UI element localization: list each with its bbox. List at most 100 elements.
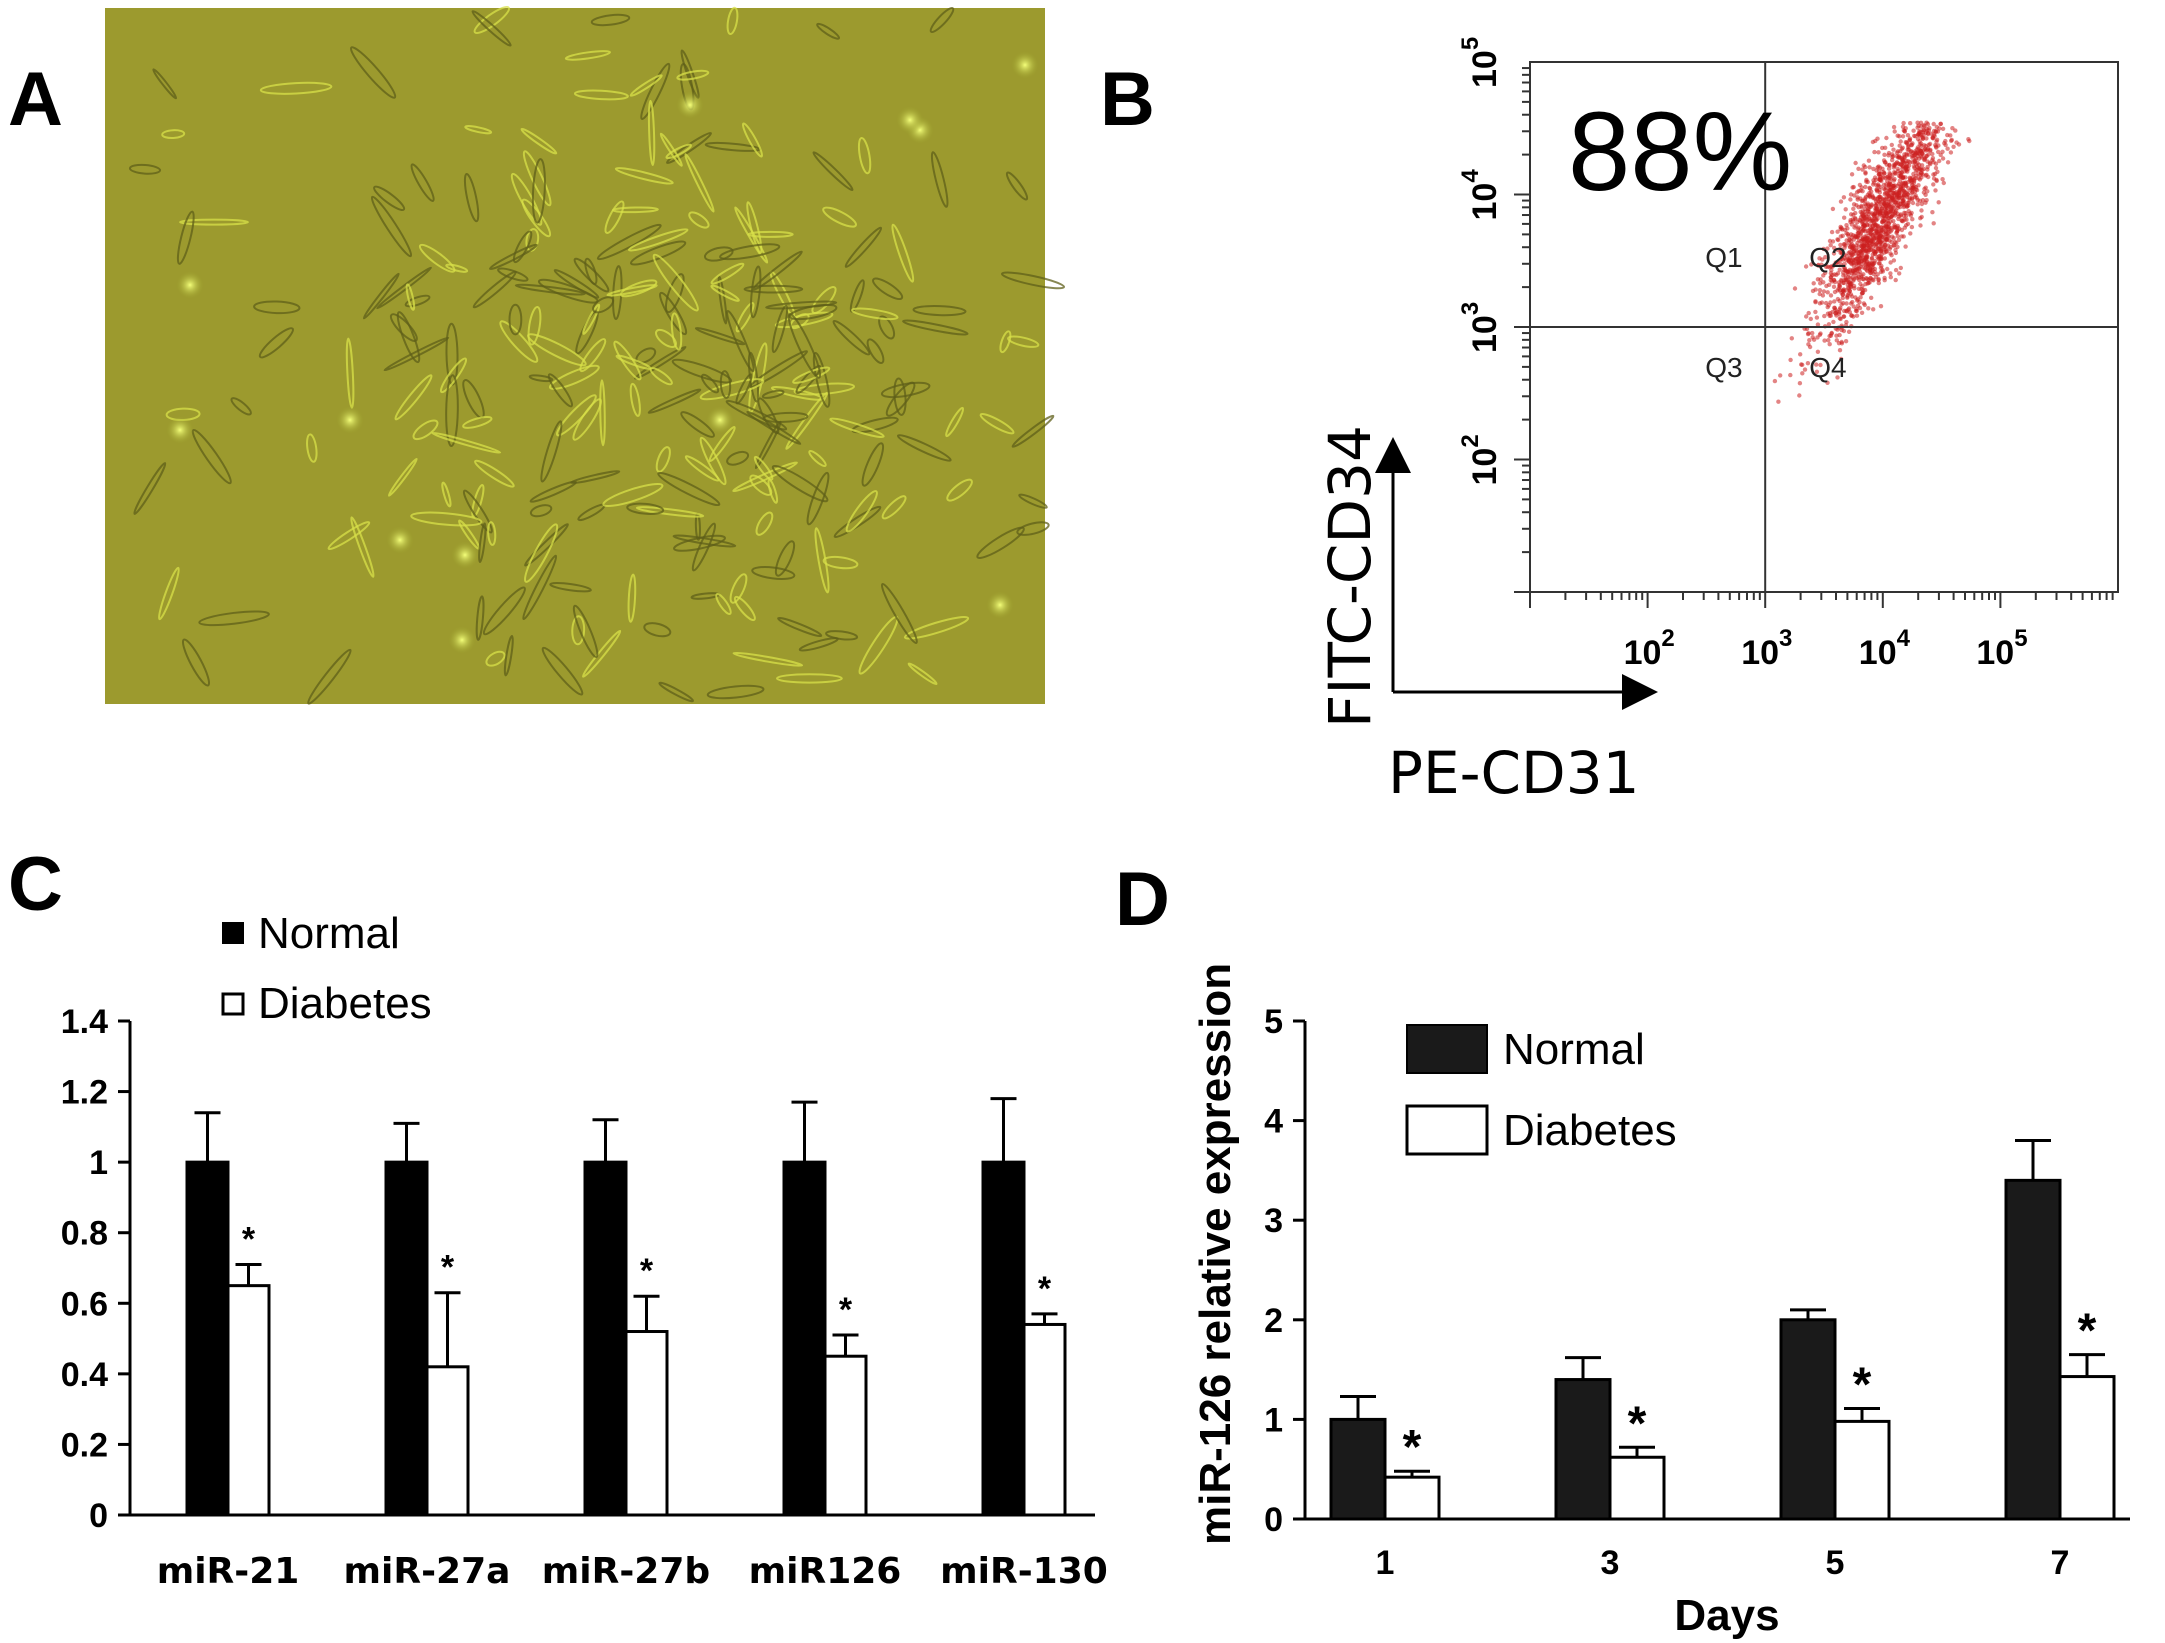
y-tick-label: 102: [1457, 434, 1504, 485]
scatter-point: [1897, 143, 1902, 148]
y-tick-label: 103: [1457, 302, 1504, 353]
scatter-point: [1852, 193, 1857, 198]
scatter-point: [1828, 300, 1833, 305]
scatter-point: [1815, 322, 1821, 327]
cell: [771, 464, 829, 503]
cell: [930, 151, 949, 208]
scatter-point: [1841, 287, 1847, 292]
x-tick-label: 3: [1601, 1544, 1620, 1582]
scatter-point: [1922, 146, 1928, 152]
cell: [540, 420, 563, 483]
scatter-point: [1903, 244, 1908, 249]
scatter-point: [1903, 140, 1909, 145]
scatter-point: [1886, 234, 1892, 239]
scatter-point: [1834, 260, 1840, 265]
scatter-point: [1918, 141, 1924, 146]
cell: [655, 328, 677, 348]
scatter-point: [1865, 222, 1870, 227]
cell: [746, 201, 763, 254]
cell: [647, 99, 656, 166]
cell: [684, 153, 715, 213]
significance-marker: *: [2078, 1305, 2097, 1358]
scatter-point: [1910, 200, 1916, 206]
y-tick-label: 105: [1457, 37, 1504, 88]
scatter-point: [1897, 271, 1902, 276]
y-tick-label: 1.2: [61, 1074, 108, 1112]
scatter-point: [1884, 237, 1889, 242]
scatter-point: [1837, 348, 1843, 353]
scatter-point: [1837, 267, 1842, 272]
scatter-point: [1936, 149, 1941, 155]
scatter-point: [1869, 242, 1875, 247]
cell: [410, 511, 483, 527]
bar-diabetes: [1833, 1419, 1891, 1521]
scatter-point: [1876, 239, 1881, 244]
cell: [812, 351, 831, 408]
scatter-point: [1902, 152, 1907, 157]
scatter-point: [1824, 283, 1829, 289]
scatter-point: [1898, 139, 1903, 144]
cell: [670, 312, 683, 351]
scatter-point: [1949, 138, 1954, 143]
scatter-point: [1918, 149, 1924, 154]
scatter-point: [1907, 136, 1913, 141]
scatter-point: [1819, 300, 1825, 305]
cell-highlight: [1011, 51, 1039, 79]
scatter-point: [1855, 297, 1861, 302]
scatter-point: [1919, 208, 1924, 213]
scatter-point: [1940, 149, 1945, 154]
cell: [726, 310, 755, 372]
scatter-point: [1849, 212, 1854, 217]
scatter-point: [1849, 281, 1854, 286]
cell: [902, 319, 969, 336]
cell: [726, 6, 739, 36]
scatter-point: [1888, 176, 1894, 181]
scatter-point: [1797, 393, 1802, 398]
scatter-point: [1832, 305, 1837, 310]
scatter-point: [1853, 270, 1858, 275]
scatter-point: [1883, 242, 1888, 248]
scatter-point: [1900, 124, 1906, 129]
scatter-point: [1826, 322, 1832, 327]
scatter-point: [1933, 188, 1938, 193]
cell: [792, 366, 831, 384]
scatter-point: [1858, 249, 1864, 255]
bar-diabetes: [624, 1330, 669, 1517]
scatter-point: [1844, 319, 1849, 325]
scatter-point: [1873, 217, 1879, 222]
legend-label-diabetes: Diabetes: [1503, 1106, 1677, 1155]
cell: [929, 6, 955, 34]
scatter-point: [1867, 185, 1872, 191]
scatter-point: [1839, 341, 1845, 346]
cell: [822, 555, 859, 570]
cell: [676, 69, 710, 81]
scatter-point: [1855, 227, 1861, 232]
cell: [732, 651, 804, 667]
cell: [755, 511, 774, 536]
scatter-point: [1875, 210, 1880, 215]
scatter-point: [1880, 230, 1886, 235]
scatter-point: [1825, 246, 1830, 251]
scatter-point: [1861, 228, 1866, 233]
cell: [664, 273, 685, 314]
cell: [761, 389, 785, 399]
scatter-point: [1836, 237, 1841, 243]
cell: [473, 5, 510, 35]
scatter-point: [1851, 314, 1856, 319]
cell: [857, 136, 872, 175]
legend-label-normal: Normal: [258, 909, 400, 958]
y-tick-label: 1: [89, 1144, 108, 1182]
cell: [719, 370, 732, 399]
scatter-point: [1858, 233, 1863, 238]
scatter-point: [1814, 315, 1820, 320]
scatter-point: [1896, 237, 1902, 243]
bars: * miR-21 * miR-27a * miR-27b * miR126 * miR-130: [157, 1097, 1108, 1592]
cell: [508, 303, 523, 336]
scatter-point: [1878, 304, 1884, 309]
cell: [829, 417, 885, 439]
y-tick-label: 4: [1264, 1103, 1283, 1141]
cell: [765, 300, 838, 310]
scatter-point: [1854, 190, 1860, 195]
scatter-point: [1891, 258, 1897, 263]
scatter-point: [1870, 216, 1875, 222]
